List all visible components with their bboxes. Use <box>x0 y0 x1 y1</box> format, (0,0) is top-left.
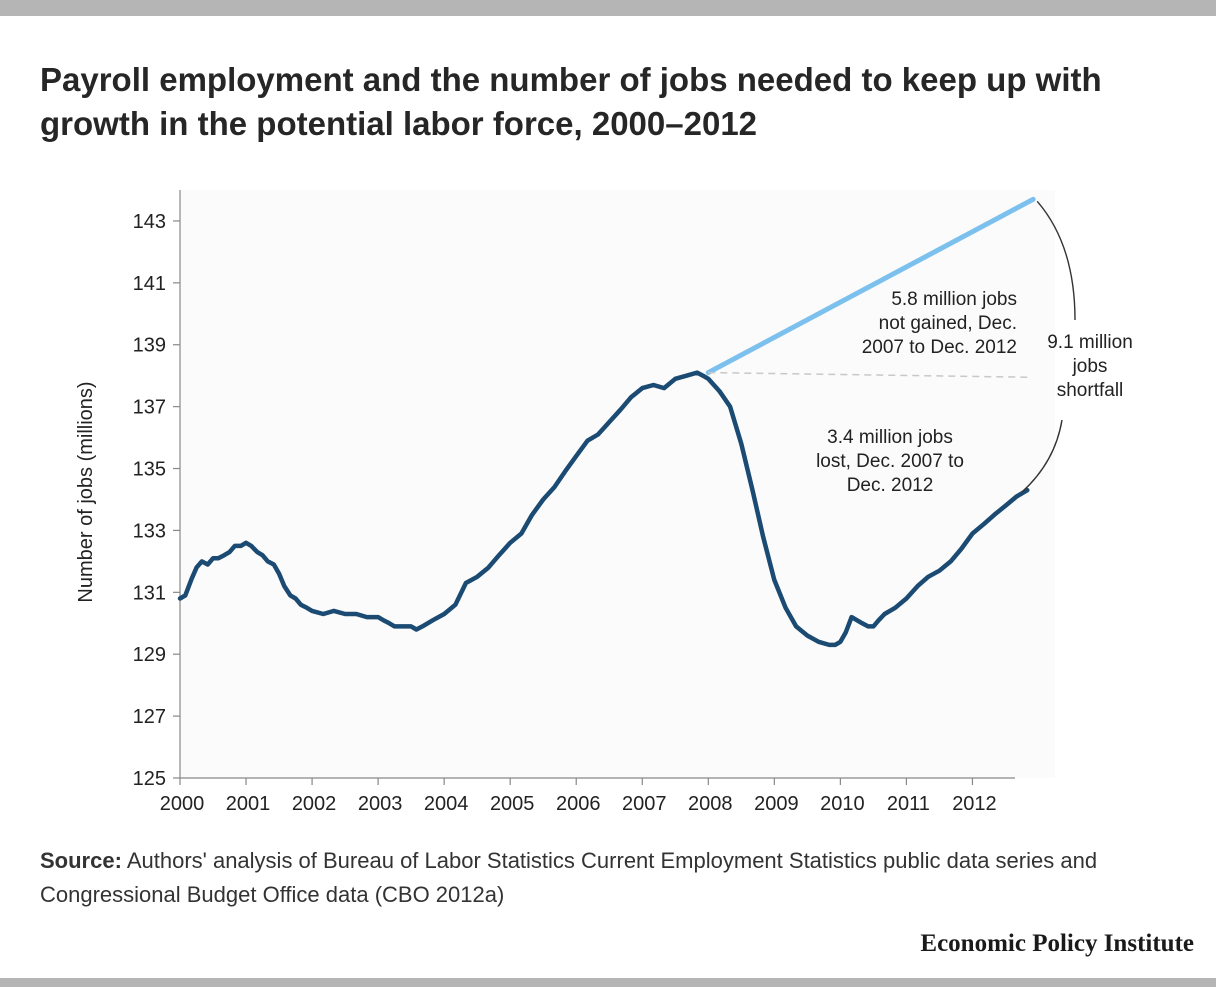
brand-logo-text: Economic Policy Institute <box>920 930 1194 957</box>
x-tick-label: 2001 <box>226 793 271 815</box>
top-border-bar <box>0 0 1216 16</box>
x-tick-label: 2005 <box>490 793 535 815</box>
annotation-not-gained: 2007 to Dec. 2012 <box>862 337 1017 358</box>
y-tick-label: 133 <box>133 520 166 542</box>
potential-labor-force-line <box>705 196 1036 376</box>
bottom-border-bar <box>0 978 1216 987</box>
y-tick-label: 137 <box>133 397 166 419</box>
x-tick-label: 2008 <box>688 793 733 815</box>
x-tick-label: 2006 <box>556 793 601 815</box>
y-tick-label: 141 <box>133 273 166 295</box>
y-tick-label: 143 <box>133 211 166 233</box>
annotation-jobs-lost: Dec. 2012 <box>847 475 934 496</box>
x-tick-label: 2004 <box>424 793 469 815</box>
x-tick-label: 2012 <box>952 793 997 815</box>
source-label: Source: <box>40 848 122 873</box>
source-note: Source: Authors' analysis of Bureau of L… <box>40 844 1180 912</box>
chart-title: Payroll employment and the number of job… <box>40 61 1102 142</box>
y-axis-title: Number of jobs (millions) <box>75 381 97 602</box>
line-chart: 125 127 129 131 133 135 137 139 141 143 2000 2001 20… <box>75 190 1133 815</box>
y-tick-label: 139 <box>133 335 166 357</box>
x-tick-label: 2003 <box>358 793 403 815</box>
x-tick-label: 2002 <box>292 793 337 815</box>
shortfall-bracket-lower <box>1021 419 1063 493</box>
y-tick-label: 127 <box>133 706 166 728</box>
annotation-jobs-lost: 3.4 million jobs <box>827 427 953 448</box>
y-tick-label: 129 <box>133 644 166 666</box>
x-tick-label: 2011 <box>887 793 930 815</box>
y-tick-label: 125 <box>133 768 166 790</box>
source-text: Authors' analysis of Bureau of Labor Sta… <box>40 848 1098 907</box>
y-tick-label: 131 <box>133 582 166 604</box>
annotation-not-gained: 5.8 million jobs <box>891 289 1017 310</box>
x-tick-label: 2010 <box>820 793 865 815</box>
annotation-shortfall: shortfall <box>1057 380 1124 401</box>
annotation-not-gained: not gained, Dec. <box>879 313 1017 334</box>
shortfall-bracket-upper <box>1036 200 1076 321</box>
annotation-jobs-lost: lost, Dec. 2007 to <box>816 451 964 472</box>
plot-background <box>180 190 1055 778</box>
x-tick-label: 2009 <box>754 793 799 815</box>
payroll-employment-line <box>177 370 1030 648</box>
y-tick-label: 135 <box>133 459 166 481</box>
x-tick-label: 2007 <box>622 793 667 815</box>
x-tick-label: 2000 <box>160 793 205 815</box>
peak-reference-dashed-line <box>708 371 1029 378</box>
annotation-shortfall: 9.1 million <box>1047 332 1133 353</box>
annotation-shortfall: jobs <box>1072 356 1108 377</box>
